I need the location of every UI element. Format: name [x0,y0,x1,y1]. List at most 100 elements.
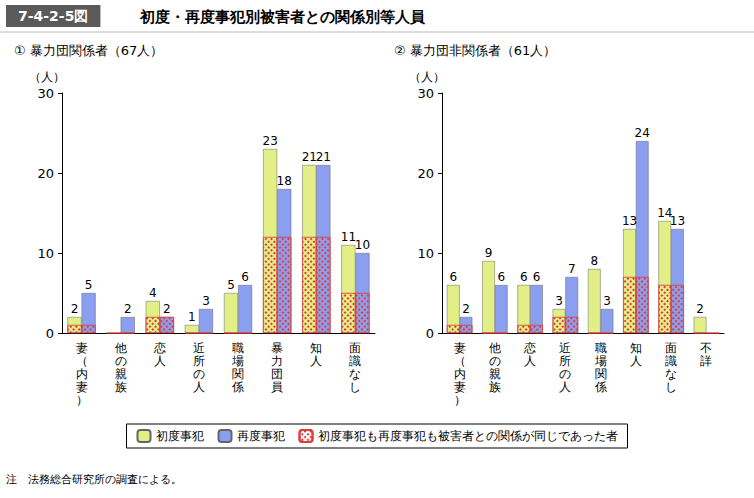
svg-text:再度事犯: 再度事犯 [237,429,285,443]
svg-text:6: 6 [497,270,505,284]
svg-text:2: 2 [71,302,79,316]
svg-text:近: 近 [193,341,205,355]
svg-text:不: 不 [700,341,712,355]
svg-text:（人）: （人） [409,70,445,84]
svg-text:知: 知 [310,341,322,355]
svg-text:18: 18 [277,174,292,188]
svg-text:10: 10 [37,246,54,261]
svg-text:場: 場 [231,354,244,368]
svg-text:24: 24 [635,126,650,140]
svg-text:係: 係 [594,380,607,394]
svg-text:の: の [489,354,501,368]
svg-text:職: 職 [595,341,607,355]
svg-text:2: 2 [124,302,132,316]
svg-text:初度事犯: 初度事犯 [156,429,204,443]
svg-text:力: 力 [271,354,283,368]
svg-text:0: 0 [426,326,434,341]
svg-text:関: 関 [232,367,244,381]
svg-text:内: 内 [454,367,466,381]
svg-text:妻: 妻 [76,341,88,355]
svg-text:団: 団 [271,367,283,381]
svg-text:係: 係 [231,380,244,394]
svg-text:9: 9 [485,246,493,260]
svg-text:30: 30 [417,86,434,101]
svg-text:）: ） [454,393,466,407]
svg-text:面: 面 [349,341,361,355]
svg-text:）: ） [76,393,88,407]
svg-text:初度・再度事犯別被害者との関係別等人員: 初度・再度事犯別被害者との関係別等人員 [139,8,426,26]
svg-text:暴: 暴 [271,341,283,355]
svg-text:6: 6 [520,270,528,284]
svg-text:し: し [349,380,361,394]
svg-text:内: 内 [76,367,88,381]
svg-text:注 法務総合研究所の調査による。: 注 法務総合研究所の調査による。 [6,473,182,486]
svg-text:20: 20 [37,166,54,181]
svg-text:な: な [665,367,677,381]
svg-text:30: 30 [37,86,54,101]
svg-text:11: 11 [341,230,356,244]
svg-text:族: 族 [489,380,501,394]
svg-text:近: 近 [559,341,571,355]
svg-text:詳: 詳 [700,354,712,368]
svg-text:関: 関 [595,367,607,381]
svg-text:8: 8 [590,254,598,268]
svg-text:5: 5 [85,278,93,292]
svg-text:21: 21 [302,150,317,164]
svg-text:（: （ [454,354,466,368]
svg-text:10: 10 [417,246,434,261]
svg-text:10: 10 [355,238,370,252]
svg-text:な: な [349,367,361,381]
svg-text:4: 4 [149,286,157,300]
svg-text:場: 場 [594,354,607,368]
svg-text:親: 親 [489,367,501,381]
svg-text:2: 2 [696,302,704,316]
svg-text:5: 5 [227,278,235,292]
svg-text:人: 人 [154,354,166,368]
svg-text:妻: 妻 [76,380,88,394]
svg-text:2: 2 [462,302,470,316]
svg-text:の: の [115,354,127,368]
svg-text:2: 2 [163,302,171,316]
svg-text:② 暴力団非関係者（61人）: ② 暴力団非関係者（61人） [394,43,556,58]
svg-text:し: し [665,380,677,394]
svg-text:人: 人 [193,380,205,394]
svg-text:他: 他 [489,341,501,355]
svg-text:人: 人 [524,354,536,368]
svg-text:恋: 恋 [523,341,536,355]
svg-text:7-4-2-5図: 7-4-2-5図 [18,8,88,24]
svg-text:人: 人 [310,354,322,368]
svg-text:3: 3 [603,294,611,308]
svg-text:13: 13 [622,214,637,228]
svg-text:の: の [193,367,205,381]
svg-text:妻: 妻 [454,380,466,394]
svg-text:員: 員 [271,380,283,394]
svg-text:所: 所 [559,354,571,368]
svg-text:初度事犯も再度事犯も被害者との関係が同じであった者: 初度事犯も再度事犯も被害者との関係が同じであった者 [318,429,618,443]
svg-text:面: 面 [665,341,677,355]
svg-text:23: 23 [263,134,278,148]
svg-text:0: 0 [46,326,54,341]
svg-text:3: 3 [202,294,210,308]
svg-text:6: 6 [533,270,541,284]
svg-text:（: （ [76,354,88,368]
svg-text:職: 職 [232,341,244,355]
svg-text:（人）: （人） [29,70,65,84]
svg-text:6: 6 [449,270,457,284]
svg-text:親: 親 [115,367,127,381]
svg-text:3: 3 [555,294,563,308]
svg-text:知: 知 [630,341,642,355]
svg-text:20: 20 [417,166,434,181]
svg-text:人: 人 [559,380,571,394]
svg-text:識: 識 [665,354,677,368]
svg-text:21: 21 [316,150,331,164]
svg-text:7: 7 [568,262,576,276]
svg-text:妻: 妻 [454,341,466,355]
svg-text:1: 1 [188,310,196,324]
svg-text:他: 他 [115,341,127,355]
svg-text:13: 13 [670,214,685,228]
svg-text:族: 族 [115,380,127,394]
svg-text:識: 識 [349,354,361,368]
svg-text:① 暴力団関係者（67人）: ① 暴力団関係者（67人） [14,43,163,58]
svg-text:6: 6 [241,270,249,284]
svg-text:所: 所 [193,354,205,368]
